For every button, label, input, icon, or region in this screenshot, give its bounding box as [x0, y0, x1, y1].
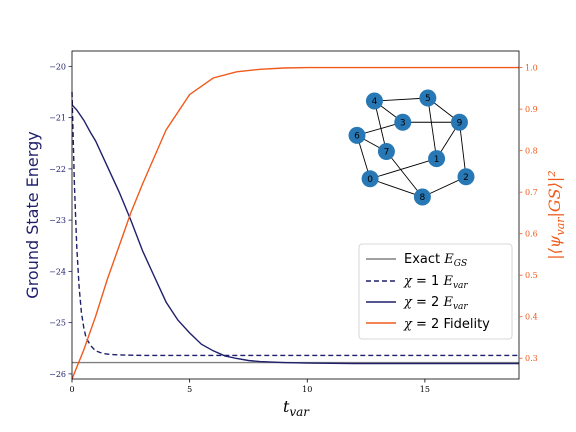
legend-entry-fidelity: χ = 2 Fidelity: [403, 317, 490, 332]
y-tick-label-right: 0.4: [525, 313, 538, 322]
graph-edge: [374, 100, 387, 152]
x-tick-label: 10: [302, 385, 312, 394]
graph-node-label: 8: [420, 193, 426, 203]
x-axis-label: tvar: [283, 397, 310, 419]
legend: Exact EGS χ = 1 Evar χ = 2 Evar χ = 2 Fi…: [358, 243, 513, 340]
legend-entry-exact: Exact EGS: [404, 252, 467, 269]
graph-node-label: 6: [354, 132, 360, 142]
y-tick-label-left: −20: [49, 62, 66, 71]
graph-node-label: 4: [372, 97, 378, 107]
graph-edge: [459, 122, 467, 177]
graph-node: [419, 89, 437, 107]
graph-node: [361, 170, 379, 188]
y-tick-label-right: 0.7: [525, 188, 538, 197]
y-tick-label-right: 1.0: [525, 64, 538, 73]
graph-node-label: 9: [457, 118, 463, 128]
plot-frame: [71, 50, 520, 380]
graph-edge: [369, 178, 423, 198]
y-tick-label-right: 0.5: [525, 271, 538, 280]
inset-graph: 0 1 2 3 4 5 6 7 8 9: [348, 89, 475, 206]
y-tick-label-left: −26: [49, 370, 66, 379]
graph-edge: [374, 97, 428, 102]
graph-node: [394, 113, 412, 131]
y-tick-label-left: −24: [49, 267, 66, 276]
graph-node-label: 7: [384, 148, 390, 158]
graph-node: [457, 168, 475, 186]
legend-entry-chi1: χ = 1 Evar: [403, 274, 468, 291]
graph-node: [365, 92, 383, 110]
series-layer: [71, 66, 519, 380]
y-tick-label-left: −23: [49, 216, 66, 225]
graph-node: [377, 143, 395, 161]
graph-node: [450, 113, 468, 131]
series-chi2-fidelity: [71, 66, 519, 380]
y-tick-label-left: −21: [49, 114, 66, 123]
graph-node: [348, 126, 366, 144]
y-tick-label-right: 0.6: [525, 230, 538, 239]
series-chi2-evar: [71, 104, 519, 365]
y-axis-label-right: |⟨ψvar|GS⟩|²: [545, 170, 567, 259]
graph-node: [428, 150, 446, 168]
x-tick-label: 0: [69, 385, 74, 394]
legend-box: [358, 243, 513, 340]
x-tick-label: 15: [420, 385, 430, 394]
graph-node-label: 0: [367, 175, 373, 185]
y-tick-label-right: 0.9: [525, 105, 538, 114]
ticks-layer: 0 5 10 15−20−21−22−23−24−25−260.30.40.50.60…: [49, 62, 538, 394]
graph-node-label: 3: [400, 118, 406, 128]
x-tick-label: 5: [187, 385, 192, 394]
graph-edge: [427, 97, 438, 159]
graph-edge: [369, 158, 437, 180]
graph-node: [413, 188, 431, 206]
y-tick-label-left: −22: [49, 165, 66, 174]
y-axis-label-left: Ground State Energy: [23, 131, 42, 298]
y-tick-label-right: 0.3: [525, 354, 538, 363]
legend-entry-chi2: χ = 2 Evar: [403, 295, 468, 312]
y-tick-label-right: 0.8: [525, 147, 538, 156]
graph-edge: [386, 151, 423, 198]
graph-node-label: 5: [425, 94, 431, 104]
graph-node-label: 2: [463, 173, 469, 183]
graph-node-label: 1: [434, 155, 440, 165]
legend-lines: [366, 258, 396, 324]
y-tick-label-left: −25: [49, 319, 66, 328]
